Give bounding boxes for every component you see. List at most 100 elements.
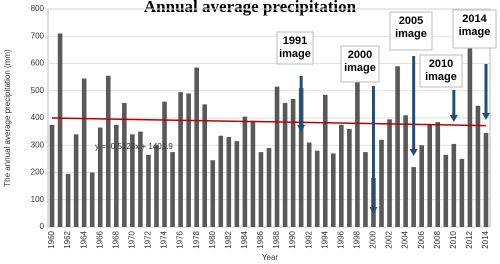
bar (314, 150, 320, 227)
annotation-arrowhead (297, 125, 306, 132)
x-tick-label: 1980 (208, 230, 217, 248)
bar (65, 173, 71, 227)
x-tick-label: 1968 (111, 230, 120, 248)
bar (282, 103, 288, 227)
x-tick-label: 1986 (256, 230, 265, 248)
trend-equation: y = -0.5123x + 1401.9 (95, 142, 173, 151)
x-tick-label: 1960 (47, 230, 56, 248)
annotation-arrowhead (449, 115, 458, 122)
bar (234, 141, 240, 227)
x-tick-label: 2014 (481, 230, 490, 248)
bar (57, 33, 63, 228)
y-tick-label: 300 (31, 140, 45, 149)
y-tick-label: 700 (31, 31, 45, 40)
annotation-box (452, 9, 497, 49)
annotation-text: 2005 (399, 15, 423, 27)
x-tick-label: 1984 (240, 230, 249, 248)
annotation-text: 2010 (429, 58, 453, 70)
bar (451, 143, 457, 227)
x-tick-label: 1998 (353, 230, 362, 248)
bar (89, 172, 95, 227)
bar (242, 116, 248, 227)
x-tick-label: 2002 (385, 230, 394, 248)
bar (379, 139, 384, 227)
annotation-text: 1991 (283, 35, 307, 47)
bar (347, 128, 352, 227)
bar (97, 127, 103, 227)
annotation-text: image (395, 28, 427, 40)
bar (154, 145, 159, 227)
bar (435, 122, 441, 227)
bar (138, 131, 143, 227)
bar (170, 152, 175, 227)
annotation-text: 2014 (462, 13, 487, 25)
bar (411, 167, 416, 227)
bar (114, 124, 119, 227)
bar (467, 44, 473, 227)
bar (290, 98, 296, 227)
bar (306, 142, 312, 227)
x-tick-label: 1976 (176, 230, 185, 248)
bar (73, 134, 79, 227)
x-tick-label: 2012 (465, 230, 474, 248)
x-tick-label: 1992 (304, 230, 313, 248)
annotation-arrowhead (369, 207, 378, 214)
x-tick-label: 1994 (320, 230, 329, 248)
x-tick-label: 1990 (288, 230, 297, 248)
y-axis-label: The annual average precipitation (mm) (3, 49, 12, 187)
y-tick-label: 800 (31, 4, 45, 13)
chart-title: Annual average precipitation (144, 0, 357, 16)
x-tick-label: 1978 (192, 230, 201, 248)
y-tick-label: 100 (31, 195, 45, 204)
bar (459, 158, 465, 227)
bar (178, 92, 183, 227)
x-tick-label: 1966 (95, 230, 104, 248)
x-tick-label: 1972 (144, 230, 153, 248)
y-tick-label: 400 (31, 113, 45, 122)
y-tick-label: 600 (31, 59, 45, 68)
bar (218, 135, 224, 227)
annotation-text: image (279, 48, 311, 60)
bar (330, 153, 336, 227)
x-tick-label: 2006 (417, 230, 426, 248)
x-tick-label: 1982 (224, 230, 233, 248)
annotation-arrowhead (481, 113, 490, 120)
bar (250, 120, 256, 227)
bar (186, 93, 191, 227)
bar (403, 115, 408, 227)
y-tick-label: 200 (31, 168, 45, 177)
bar (339, 124, 344, 227)
x-tick-label: 1988 (272, 230, 281, 248)
bar (49, 124, 55, 227)
bar (387, 119, 392, 227)
bar (443, 154, 449, 227)
bar (105, 75, 111, 227)
bar (298, 88, 304, 228)
annotation-text: image (459, 26, 491, 38)
x-tick-label: 1962 (63, 230, 72, 248)
x-tick-label: 1970 (127, 230, 136, 248)
annotation-text: 2000 (348, 49, 372, 61)
bar (81, 78, 87, 227)
trend-line (52, 117, 486, 127)
x-axis-label: Year (262, 253, 279, 262)
bar (483, 132, 489, 227)
bar (419, 145, 424, 227)
bar (162, 101, 167, 227)
bar (258, 152, 264, 227)
bar (146, 154, 151, 227)
x-tick-label: 1964 (79, 230, 88, 248)
x-tick-label: 2000 (369, 230, 378, 248)
bar (130, 134, 135, 227)
bar (202, 104, 208, 227)
bar (363, 152, 368, 227)
bar (210, 160, 216, 227)
bar (122, 103, 127, 227)
y-tick-label: 500 (31, 86, 45, 95)
annotation-box (340, 45, 380, 83)
bar (322, 94, 328, 228)
annotation-text: image (344, 62, 376, 74)
x-tick-label: 2008 (433, 230, 442, 248)
annotation-text: image (425, 71, 457, 83)
bar (475, 105, 481, 227)
